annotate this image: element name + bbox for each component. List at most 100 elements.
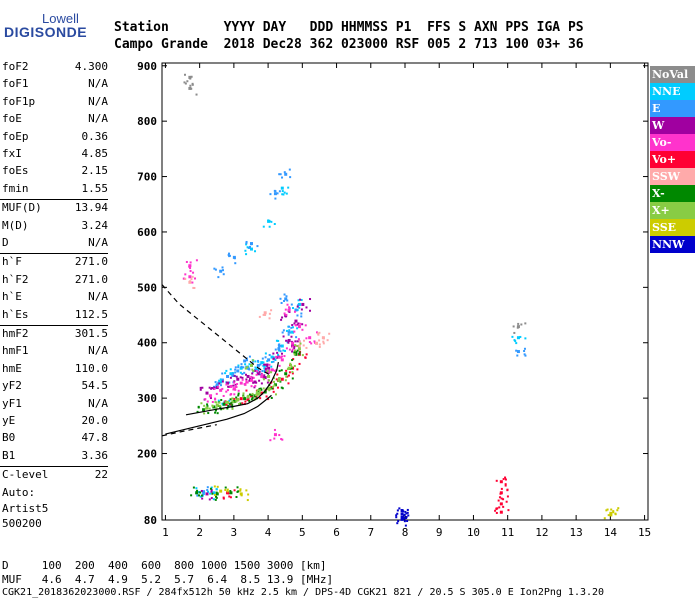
data-point — [219, 269, 223, 273]
data-point-scatter — [304, 356, 307, 359]
data-point-scatter — [214, 397, 217, 400]
data-point-scatter — [211, 404, 214, 407]
data-point-scatter — [274, 348, 277, 351]
data-point-scatter — [278, 369, 281, 372]
data-point — [609, 513, 613, 517]
param-name: hmF1 — [2, 344, 29, 358]
param-value: 47.8 — [81, 431, 109, 445]
param-name: h`Es — [2, 307, 29, 321]
data-point-scatter — [288, 348, 291, 351]
data-point-scatter — [494, 509, 497, 512]
data-point-scatter — [403, 513, 406, 516]
data-point-scatter — [222, 394, 225, 397]
data-point-scatter — [270, 361, 273, 364]
data-point-scatter — [224, 486, 227, 489]
data-point-scatter — [189, 261, 192, 264]
data-point-scatter — [193, 286, 196, 289]
data-point-scatter — [293, 351, 296, 354]
data-point-scatter — [288, 310, 291, 313]
data-point-scatter — [264, 313, 267, 316]
data-point-scatter — [261, 369, 264, 372]
data-point-scatter — [405, 517, 408, 520]
data-point-scatter — [190, 278, 193, 281]
data-point-scatter — [225, 403, 228, 406]
x-tick-label: 15 — [638, 526, 651, 539]
data-point — [400, 515, 404, 519]
param-value: 1.55 — [81, 181, 109, 195]
data-point — [195, 491, 199, 495]
data-point — [215, 492, 219, 496]
data-point-scatter — [273, 189, 276, 192]
param-value: N/A — [88, 290, 108, 304]
data-point-scatter — [498, 506, 501, 509]
data-point — [219, 388, 223, 392]
data-point-scatter — [258, 391, 261, 394]
data-point-scatter — [284, 349, 287, 352]
data-point — [239, 381, 243, 385]
data-point-scatter — [288, 306, 291, 309]
data-point-scatter — [396, 509, 399, 512]
param-value: 3.36 — [81, 448, 109, 462]
data-point-scatter — [287, 341, 290, 344]
data-point-scatter — [305, 346, 308, 349]
param-row: B0 47.8 — [2, 431, 108, 448]
data-point-scatter — [198, 494, 201, 497]
data-point-scatter — [403, 517, 406, 520]
x-tick-label: 10 — [467, 526, 480, 539]
data-point — [212, 405, 216, 409]
param-row: fmin 1.55 — [2, 182, 108, 199]
data-point-scatter — [199, 495, 202, 498]
param-row: h`F 271.0 — [2, 255, 108, 272]
data-point-scatter — [200, 494, 203, 497]
data-point-scatter — [293, 347, 296, 350]
data-point-scatter — [235, 400, 238, 403]
data-point-scatter — [224, 372, 227, 375]
legend-item: E — [650, 100, 695, 117]
data-point-scatter — [505, 500, 508, 503]
data-point-scatter — [606, 508, 609, 511]
data-point-scatter — [190, 494, 193, 497]
data-point — [226, 374, 230, 378]
data-point — [202, 490, 206, 494]
data-point-scatter — [252, 360, 255, 363]
data-point-scatter — [285, 192, 288, 195]
data-point-scatter — [322, 342, 325, 345]
data-point-scatter — [504, 476, 507, 479]
data-point-scatter — [318, 331, 321, 334]
x-tick-label: 14 — [604, 526, 618, 539]
data-point-scatter — [215, 496, 218, 499]
data-point-scatter — [196, 489, 199, 492]
data-point-scatter — [234, 384, 237, 387]
data-point-scatter — [240, 363, 243, 366]
data-point-scatter — [253, 369, 256, 372]
data-point-scatter — [326, 339, 329, 342]
data-point-scatter — [221, 402, 224, 405]
y-tick-label: 400 — [137, 337, 157, 350]
data-point-scatter — [273, 223, 276, 226]
data-point-scatter — [250, 398, 253, 401]
param-row: h`E N/A — [2, 290, 108, 307]
data-point-scatter — [301, 323, 304, 326]
data-point-scatter — [398, 507, 401, 510]
data-point-scatter — [282, 335, 285, 338]
header-labels: Station YYYY DAY DDD HHMMSS P1 FFS S AXN… — [114, 20, 584, 35]
data-point-scatter — [206, 489, 209, 492]
data-point-scatter — [200, 489, 203, 492]
data-point-scatter — [267, 219, 270, 222]
data-point-scatter — [202, 493, 205, 496]
data-point-scatter — [247, 367, 250, 370]
x-tick-label: 1 — [162, 526, 169, 539]
data-point — [188, 280, 192, 284]
data-point-scatter — [612, 511, 615, 514]
data-point-scatter — [246, 381, 249, 384]
param-row: yE 20.0 — [2, 414, 108, 431]
data-point-scatter — [268, 353, 271, 356]
header-values: Campo Grande 2018 Dec28 362 023000 RSF 0… — [114, 37, 584, 52]
data-point-scatter — [303, 339, 306, 342]
data-point-scatter — [203, 412, 206, 415]
data-point-scatter — [272, 369, 275, 372]
data-point-scatter — [228, 402, 231, 405]
data-point-scatter — [274, 358, 277, 361]
data-point-scatter — [255, 395, 258, 398]
data-point-scatter — [210, 486, 213, 489]
